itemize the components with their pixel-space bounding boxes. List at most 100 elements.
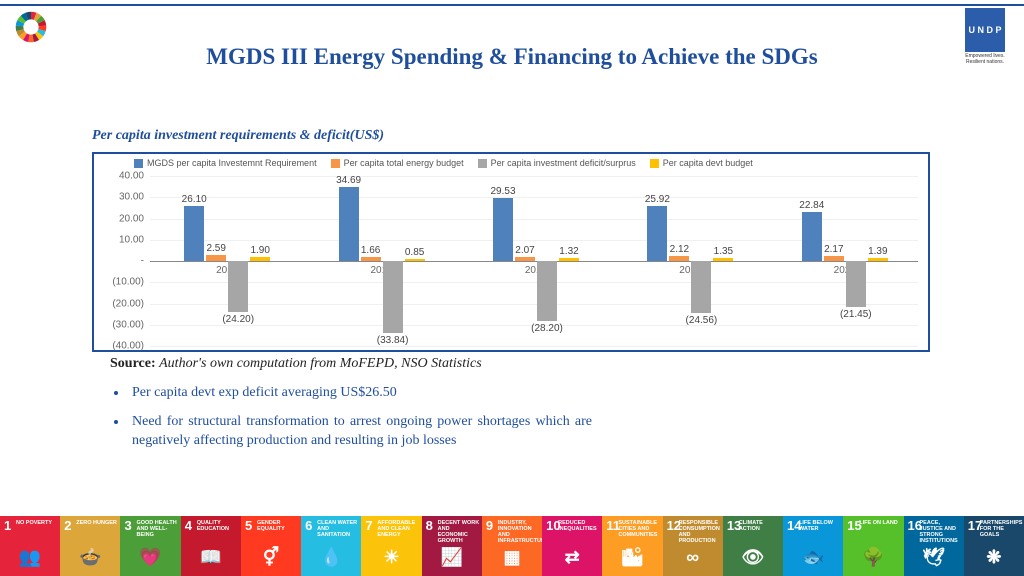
sdg-label: REDUCED INEQUALITIES [558,520,600,532]
sdg-tile: 12RESPONSIBLE CONSUMPTION AND PRODUCTION… [663,516,723,576]
legend-swatch [134,159,143,168]
bar-value-label: 2.17 [824,244,843,255]
sdg-tile: 5GENDER EQUALITY⚥ [241,516,301,576]
y-tick-label: - [141,256,144,267]
sdg-tile: 16PEACE, JUSTICE AND STRONG INSTITUTIONS… [904,516,964,576]
sdg-number: 2 [64,519,71,533]
header-rule [0,4,1024,6]
y-tick-label: (20.00) [112,298,144,309]
y-tick-label: (40.00) [112,341,144,352]
grid-line [150,304,918,305]
y-tick-label: 20.00 [119,213,144,224]
bullet-item: Need for structural transformation to ar… [128,413,592,451]
bar [493,198,513,261]
bar [339,187,359,261]
sdg-tile: 4QUALITY EDUCATION📖 [181,516,241,576]
bar [537,261,557,321]
sdg-label: NO POVERTY [16,520,58,526]
sdg-icon: 💗 [139,548,163,572]
grid-line [150,176,918,177]
bar-value-label: 2.59 [206,243,225,254]
bar-value-label: 29.53 [490,186,515,197]
sdg-tile: 2ZERO HUNGER🍲 [60,516,120,576]
chart-subtitle: Per capita investment requirements & def… [92,128,384,144]
sdg-tile: 3GOOD HEALTH AND WELL-BEING💗 [120,516,180,576]
bar-value-label: 26.10 [182,194,207,205]
axis-zero-line [150,261,918,262]
sdg-tile: 1 NO POVERTY 👥 [0,516,60,576]
bar [802,212,822,261]
sdg-label: INDUSTRY, INNOVATION AND INFRASTRUCTURE [498,520,540,544]
sdg-label: LIFE BELOW WATER [799,520,841,532]
sdg-wheel-icon [14,10,48,44]
sdg-icon: ☀ [380,548,404,572]
legend-swatch [478,159,487,168]
bar [383,261,403,333]
legend-label: Per capita devt budget [663,158,753,168]
y-tick-label: (30.00) [112,319,144,330]
y-tick-label: 30.00 [119,192,144,203]
bar-value-label: 2.07 [515,245,534,256]
sdg-label: PARTNERSHIPS FOR THE GOALS [980,520,1022,538]
bar-value-label: 1.35 [714,246,733,257]
bar-value-label: (24.20) [222,314,254,325]
grid-line [150,197,918,198]
sdg-icon: 🏙 [620,548,644,572]
sdg-icon: ⇄ [560,548,584,572]
chart-source: Source: Author's own computation from Mo… [110,356,482,372]
sdg-label: CLEAN WATER AND SANITATION [317,520,359,538]
bar-value-label: 25.92 [645,194,670,205]
sdg-number: 5 [245,519,252,533]
sdg-icon: 🍲 [78,548,102,572]
legend-label: Per capita total energy budget [344,158,464,168]
sdg-number: 1 [4,519,11,533]
sdg-number: 7 [365,519,372,533]
y-tick-label: 10.00 [119,234,144,245]
page-title: MGDS III Energy Spending & Financing to … [0,44,1024,70]
bar-value-label: (33.84) [377,335,409,346]
legend-item: MGDS per capita Investemnt Requirement [134,158,317,168]
sdg-icon: 📖 [199,548,223,572]
sdg-tile: 6 CLEAN WATER AND SANITATION 💧 [301,516,361,576]
bar-value-label: 34.69 [336,175,361,186]
legend-item: Per capita total energy budget [331,158,464,168]
sdg-strip: 1NO POVERTY👥2ZERO HUNGER🍲3GOOD HEALTH AN… [0,516,1024,576]
slide: U N D P Empowered lives. Resilient natio… [0,0,1024,576]
sdg-icon: 💧 [319,548,343,572]
bar [868,258,888,261]
sdg-number: 6 [305,519,312,533]
chart-plot-area: 201726.102.59(24.20)1.90201834.691.66(33… [150,176,918,342]
bar [713,258,733,261]
bar [361,257,381,261]
sdg-tile: 9 INDUSTRY, INNOVATION AND INFRASTRUCTURE… [482,516,542,576]
sdg-number: 9 [486,519,493,533]
bullet-list: Per capita devt exp deficit averaging US… [112,384,592,461]
sdg-icon: 🕊 [922,548,946,572]
sdg-tile: 14LIFE BELOW WATER🐟 [783,516,843,576]
bar [184,206,204,261]
chart-container: MGDS per capita Investemnt Requirement Pe… [92,152,930,352]
bar [405,259,425,261]
bar-value-label: (24.56) [686,315,718,326]
sdg-tile: 10REDUCED INEQUALITIES⇄ [542,516,602,576]
legend-label: MGDS per capita Investemnt Requirement [147,158,317,168]
sdg-icon: 👥 [18,548,42,572]
sdg-label: GOOD HEALTH AND WELL-BEING [136,520,178,538]
sdg-icon: ⚥ [259,548,283,572]
bar-value-label: 22.84 [799,200,824,211]
bar [647,206,667,261]
sdg-number: 8 [426,519,433,533]
sdg-label: CLIMATE ACTION [739,520,781,532]
sdg-tile: 8DECENT WORK AND ECONOMIC GROWTH📈 [422,516,482,576]
bar-value-label: 1.66 [361,245,380,256]
bar-value-label: (21.45) [840,309,872,320]
sdg-label: SUSTAINABLE CITIES AND COMMUNITIES [618,520,660,538]
bar [669,256,689,261]
bar [515,257,535,261]
legend-swatch [650,159,659,168]
y-tick-label: 40.00 [119,171,144,182]
sdg-icon: ∞ [681,548,705,572]
chart-legend: MGDS per capita Investemnt Requirement Pe… [134,158,918,168]
bar-value-label: 1.90 [250,245,269,256]
source-text: Author's own computation from MoFEPD, NS… [159,356,482,371]
